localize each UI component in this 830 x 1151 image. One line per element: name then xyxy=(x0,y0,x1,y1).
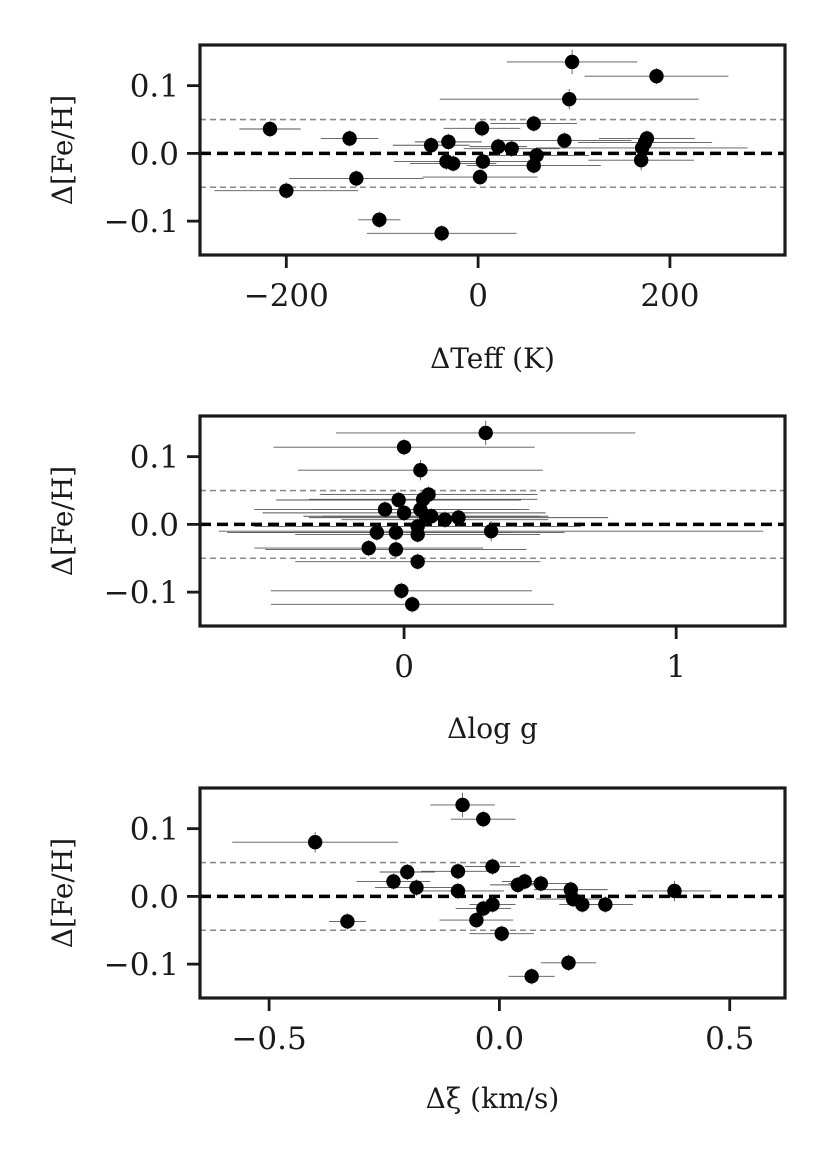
data-point xyxy=(485,859,500,874)
data-point xyxy=(405,597,420,612)
data-point xyxy=(441,134,456,150)
x-tick-label: 1 xyxy=(666,649,686,685)
y-tick-label: 0.1 xyxy=(130,69,179,105)
data-point xyxy=(413,462,428,478)
data-point xyxy=(342,131,357,146)
data-point xyxy=(598,897,613,912)
data-point xyxy=(437,512,453,527)
y-tick-label: −0.1 xyxy=(104,204,179,240)
data-point xyxy=(649,68,664,84)
data-point xyxy=(526,116,541,131)
panel-1: −200 0 200 0.1 0.0 −0.1 ΔTeff (K) Δ[Fe/H] xyxy=(46,43,787,375)
data-point xyxy=(491,139,506,154)
y-axis-title: Δ[Fe/H] xyxy=(46,466,79,576)
y-tick-label: −0.1 xyxy=(104,947,179,983)
data-point xyxy=(400,864,415,880)
data-point xyxy=(340,914,355,929)
data-point xyxy=(475,154,491,169)
y-axis-title: Δ[Fe/H] xyxy=(46,838,79,948)
data-point xyxy=(561,955,576,970)
data-point xyxy=(524,969,539,984)
data-point xyxy=(450,864,466,879)
data-point xyxy=(504,141,519,156)
x-tick-label: −200 xyxy=(244,278,329,314)
data-point xyxy=(562,91,577,107)
x-tick-label: 0 xyxy=(394,649,414,685)
data-point xyxy=(517,874,532,889)
y-tick-label: 0.1 xyxy=(130,440,179,476)
data-point xyxy=(361,540,376,556)
data-point xyxy=(434,226,449,241)
data-point xyxy=(474,121,490,136)
x-axis-title: Δlog g xyxy=(447,712,538,745)
data-point xyxy=(377,502,393,517)
data-point xyxy=(667,883,682,899)
data-point xyxy=(262,121,278,137)
y-tick-label: −0.1 xyxy=(104,575,179,611)
data-point xyxy=(476,901,491,916)
data-point xyxy=(409,880,424,895)
plot-frame xyxy=(198,414,787,628)
data-point xyxy=(394,583,409,598)
data-point xyxy=(633,152,649,168)
data-point xyxy=(388,542,404,557)
data-point xyxy=(639,131,655,146)
data-point xyxy=(557,133,572,148)
y-tick-label: 0.0 xyxy=(130,879,179,915)
data-point xyxy=(564,54,580,70)
data-point xyxy=(372,212,387,227)
data-point xyxy=(410,527,425,542)
plot-frame xyxy=(198,43,787,257)
data-point xyxy=(423,138,439,153)
panel-3: −0.5 0.0 0.5 0.1 0.0 −0.1 Δξ (km/s) Δ[Fe/H] xyxy=(46,786,787,1115)
data-point xyxy=(494,926,509,941)
data-point xyxy=(469,912,484,928)
data-point xyxy=(386,874,401,889)
data-point xyxy=(279,183,294,198)
data-point xyxy=(369,525,385,540)
data-point xyxy=(391,492,406,508)
data-point xyxy=(424,509,439,524)
data-point xyxy=(478,425,493,441)
x-tick-label: 0.5 xyxy=(705,1021,754,1057)
data-point xyxy=(529,148,544,163)
data-point xyxy=(476,811,491,827)
x-tick-label: 0 xyxy=(468,278,488,314)
x-tick-label: −0.5 xyxy=(231,1021,306,1057)
x-tick-label: 200 xyxy=(640,278,699,314)
y-tick-label: 0.0 xyxy=(130,136,179,172)
data-point xyxy=(450,883,466,899)
x-axis-title: Δξ (km/s) xyxy=(426,1082,560,1115)
data-point xyxy=(472,169,488,185)
data-point xyxy=(388,525,404,540)
y-tick-label: 0.0 xyxy=(130,507,179,543)
data-point xyxy=(307,834,323,850)
data-point xyxy=(451,510,466,525)
data-point xyxy=(445,156,461,171)
plot-frame xyxy=(198,786,787,1000)
panel-2: 0 1 0.1 0.0 −0.1 Δlog g Δ[Fe/H] xyxy=(46,414,787,745)
y-tick-label: 0.1 xyxy=(130,812,179,848)
data-point xyxy=(410,554,425,569)
x-axis-title: ΔTeff (K) xyxy=(430,342,555,375)
data-point xyxy=(575,897,590,912)
y-axis-title: Δ[Fe/H] xyxy=(46,95,79,205)
data-point xyxy=(396,505,412,521)
data-point xyxy=(349,171,364,186)
x-tick-label: 0.0 xyxy=(475,1021,524,1057)
data-point xyxy=(455,797,470,813)
data-point xyxy=(396,439,412,455)
data-point xyxy=(483,523,499,539)
data-point xyxy=(533,876,549,891)
